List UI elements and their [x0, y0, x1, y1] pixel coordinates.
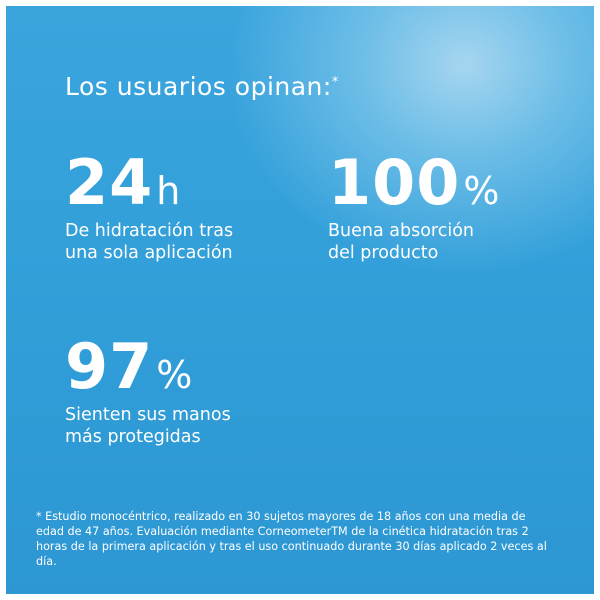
promo-panel: Los usuarios opinan:* 24h De hidratación… [6, 6, 594, 594]
stat-unit: % [463, 169, 500, 213]
stat-value: 24h [65, 152, 305, 214]
stat-protection: 97% Sienten sus manos más protegidas [65, 336, 305, 448]
stat-absorption: 100% Buena absorción del producto [328, 152, 568, 264]
stat-description: Sienten sus manos más protegidas [65, 405, 231, 447]
stat-unit: % [156, 353, 193, 397]
stat-number: 24 [65, 146, 154, 219]
headline-text: Los usuarios opinan: [65, 72, 332, 101]
stat-hydration: 24h De hidratación tras una sola aplicac… [65, 152, 305, 264]
headline: Los usuarios opinan:* [65, 72, 339, 101]
stat-description: Buena absorción del producto [328, 221, 474, 263]
stat-description: De hidratación tras una sola aplicación [65, 221, 234, 263]
stat-number: 100 [328, 146, 461, 219]
headline-footnote-marker: * [331, 75, 339, 90]
stat-number: 97 [65, 330, 154, 403]
study-footnote: * Estudio monocéntrico, realizado en 30 … [36, 510, 547, 568]
stat-value: 97% [65, 336, 305, 398]
stat-value: 100% [328, 152, 568, 214]
stat-unit: h [156, 169, 181, 213]
